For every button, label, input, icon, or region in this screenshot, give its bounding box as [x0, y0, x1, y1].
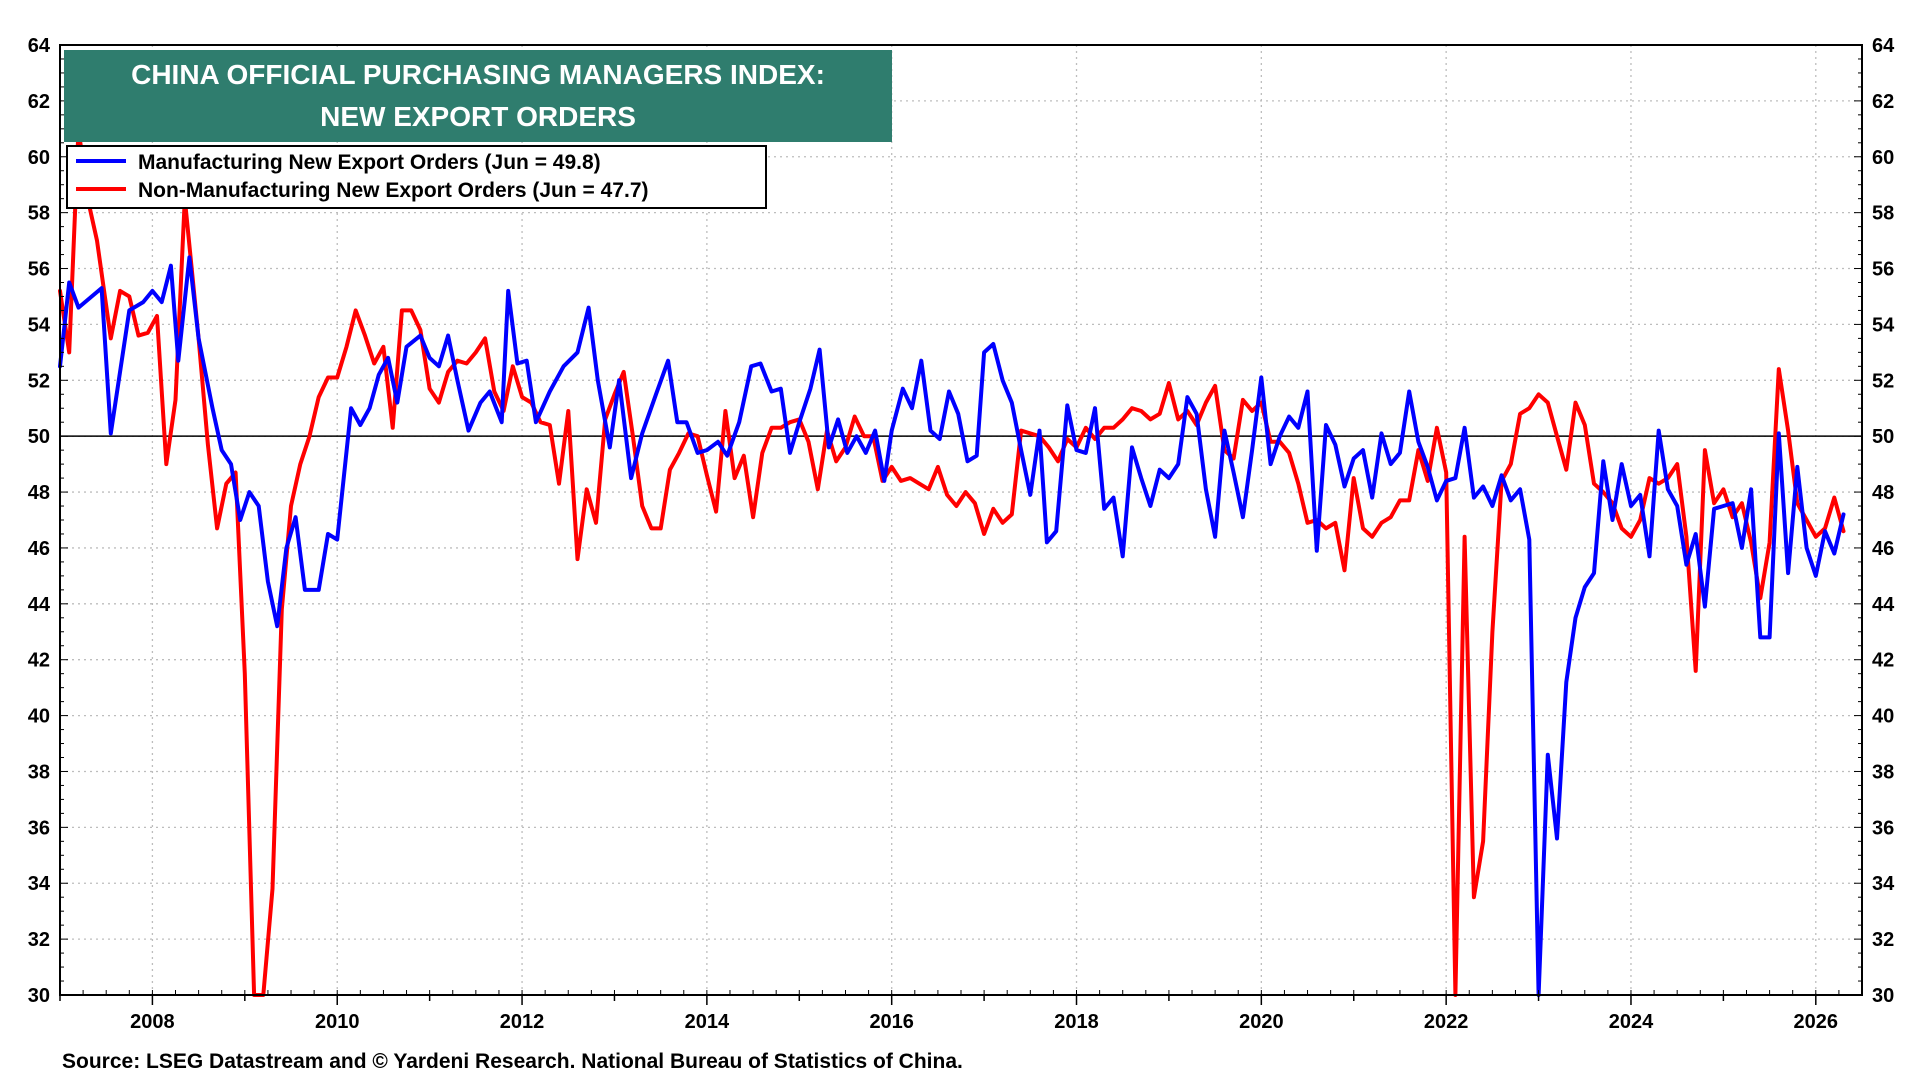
y-tick-label-right: 36: [1872, 817, 1894, 839]
axis-ticks: 30 30 32 32 34 34 36 36 38 38 40 40 42 42 44 44 46 46 48 48…: [28, 35, 1895, 1033]
y-tick-label-right: 42: [1872, 650, 1894, 672]
x-tick-label: 2014: [685, 1011, 730, 1033]
x-tick-label: 2018: [1054, 1011, 1099, 1033]
y-tick-label-left: 50: [28, 426, 50, 448]
y-tick-label-right: 46: [1872, 538, 1894, 560]
y-tick-label-left: 48: [28, 482, 50, 504]
y-tick-label-right: 30: [1872, 985, 1894, 1007]
y-tick-label-left: 40: [28, 706, 50, 728]
x-tick-label: 2020: [1239, 1011, 1284, 1033]
y-tick-label-right: 56: [1872, 259, 1894, 281]
legend-label-non-manufacturing: Non-Manufacturing New Export Orders (Jun…: [138, 179, 649, 202]
y-tick-label-right: 60: [1872, 147, 1894, 169]
y-tick-label-right: 34: [1872, 873, 1895, 895]
y-tick-label-left: 36: [28, 817, 50, 839]
y-tick-label-right: 64: [1872, 35, 1895, 57]
y-tick-label-left: 58: [28, 203, 50, 225]
title-box: CHINA OFFICIAL PURCHASING MANAGERS INDEX…: [64, 50, 892, 142]
y-tick-label-right: 62: [1872, 91, 1894, 113]
y-tick-label-left: 52: [28, 370, 50, 392]
x-tick-label: 2012: [500, 1011, 545, 1033]
y-tick-label-left: 62: [28, 91, 50, 113]
y-tick-label-left: 32: [28, 929, 50, 951]
y-tick-label-left: 44: [28, 594, 51, 616]
y-tick-label-right: 32: [1872, 929, 1894, 951]
y-tick-label-left: 30: [28, 985, 50, 1007]
y-tick-label-left: 60: [28, 147, 50, 169]
y-tick-label-right: 50: [1872, 426, 1894, 448]
y-tick-label-right: 54: [1872, 314, 1895, 336]
y-tick-label-left: 64: [28, 35, 51, 57]
y-tick-label-left: 38: [28, 761, 50, 783]
source-note: Source: LSEG Datastream and © Yardeni Re…: [62, 1050, 963, 1073]
y-tick-label-right: 58: [1872, 203, 1894, 225]
series-group: [58, 126, 1846, 997]
y-tick-label-right: 44: [1872, 594, 1895, 616]
title-background: [64, 50, 892, 142]
y-tick-label-left: 42: [28, 650, 50, 672]
x-tick-label: 2024: [1609, 1011, 1654, 1033]
y-tick-label-right: 40: [1872, 706, 1894, 728]
chart-title: CHINA OFFICIAL PURCHASING MANAGERS INDEX…: [131, 59, 825, 90]
series-line-manufacturing: [58, 255, 1846, 997]
y-tick-label-left: 54: [28, 314, 51, 336]
x-tick-label: 2016: [869, 1011, 914, 1033]
legend-label-manufacturing: Manufacturing New Export Orders (Jun = 4…: [138, 151, 601, 174]
series-line-non-manufacturing: [58, 126, 1846, 997]
y-tick-label-left: 56: [28, 259, 50, 281]
chart-subtitle: NEW EXPORT ORDERS: [320, 101, 636, 132]
y-tick-label-right: 52: [1872, 370, 1894, 392]
x-tick-label: 2008: [130, 1011, 175, 1033]
y-tick-label-left: 46: [28, 538, 50, 560]
x-tick-label: 2026: [1794, 1011, 1839, 1033]
y-tick-label-right: 48: [1872, 482, 1894, 504]
y-tick-label-left: 34: [28, 873, 51, 895]
x-tick-label: 2010: [315, 1011, 360, 1033]
x-tick-label: 2022: [1424, 1011, 1469, 1033]
legend-box: [66, 145, 767, 209]
y-tick-label-right: 38: [1872, 761, 1894, 783]
legend: Manufacturing New Export Orders (Jun = 4…: [66, 145, 767, 209]
